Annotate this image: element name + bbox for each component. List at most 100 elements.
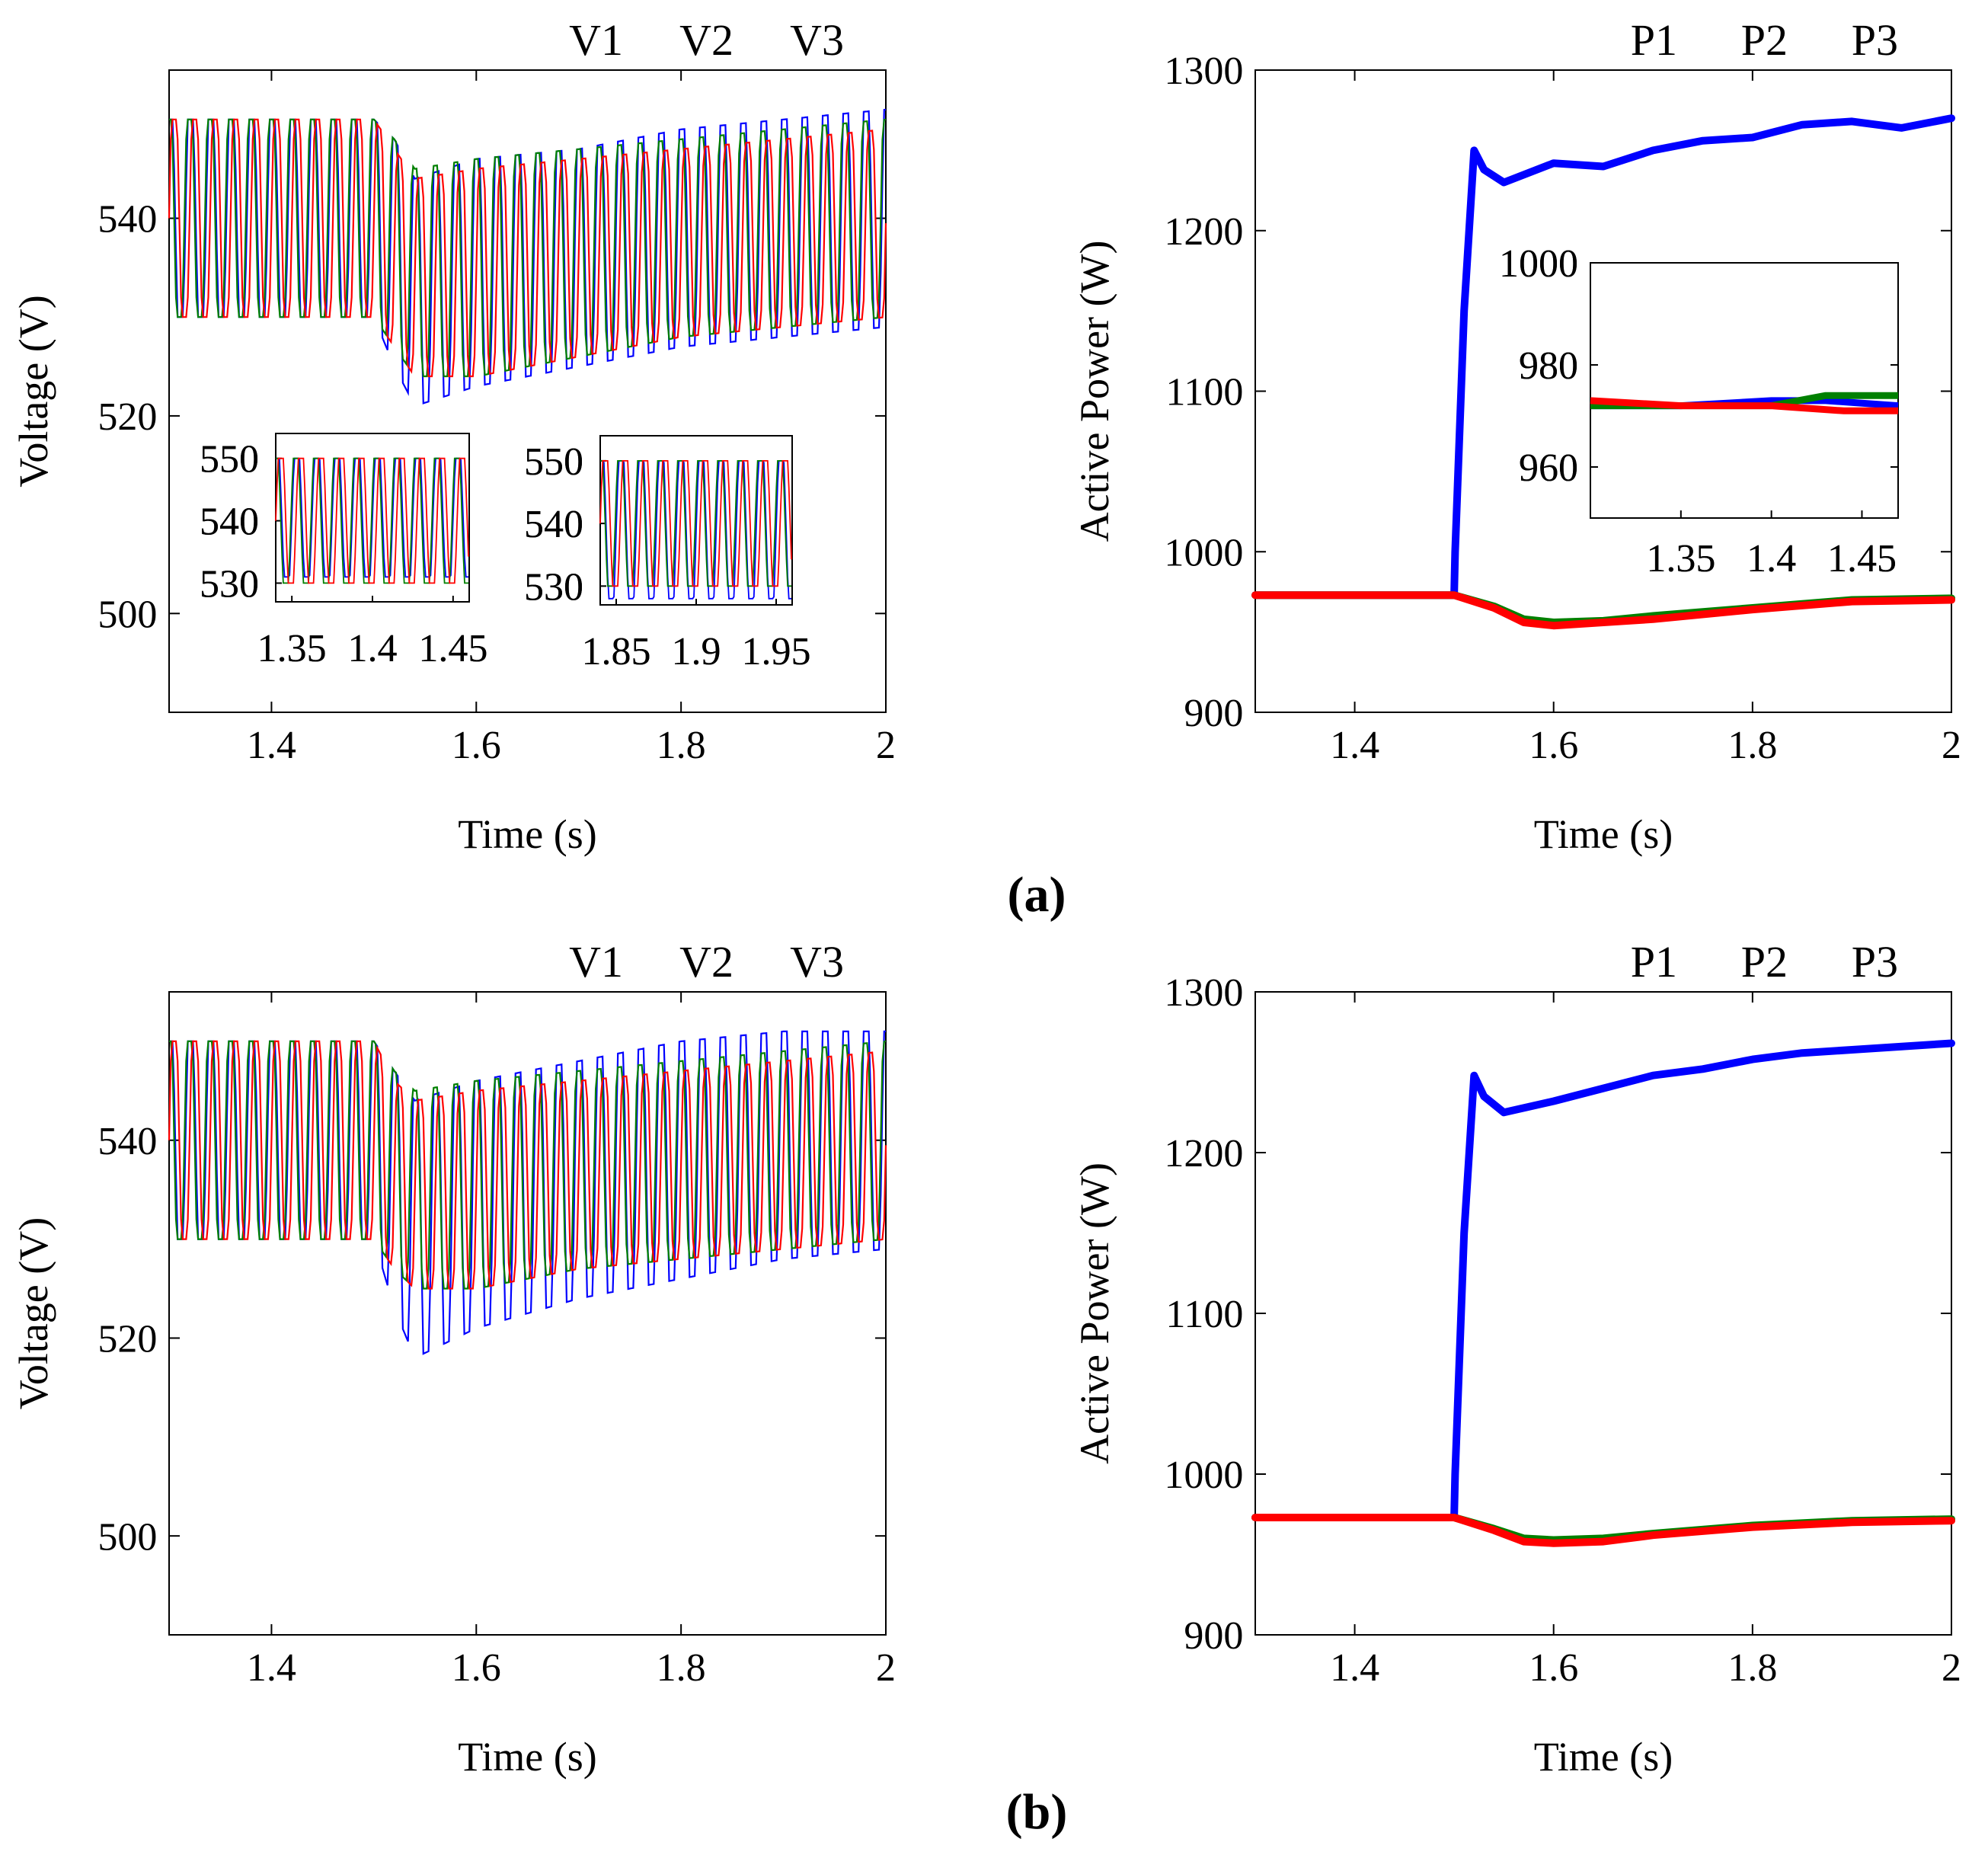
x-axis-label: Time (s) — [1534, 811, 1673, 857]
y-tick-label: 500 — [97, 593, 157, 637]
inset-y-tick-label: 540 — [200, 501, 259, 544]
x-tick-label: 1.6 — [1529, 1646, 1578, 1690]
inset-y-tick-label: 550 — [524, 440, 583, 484]
inset-x-tick-label: 1.4 — [1747, 537, 1796, 580]
legend-p3: P3 — [1852, 15, 1898, 65]
x-tick-label: 2 — [876, 1646, 896, 1690]
x-tick-label: 1.4 — [1330, 724, 1379, 767]
legend-v1: V1 — [569, 937, 623, 987]
inset-y-tick-label: 1000 — [1499, 242, 1578, 286]
series-v2-line — [169, 118, 887, 378]
inset-x-tick-label: 1.85 — [582, 630, 651, 673]
inset-1: 1.35 1.4 1.45 530 540 550 — [200, 433, 487, 670]
x-axis-label: Time (s) — [458, 1734, 597, 1780]
inset-series-v3-line — [599, 460, 792, 587]
legend-v2: V2 — [679, 15, 734, 65]
x-axis-label: Time (s) — [458, 811, 597, 857]
inset-x-tick-label: 1.35 — [1646, 537, 1715, 580]
inset-y-tick-label: 980 — [1519, 344, 1578, 388]
panel-label-a: (a) — [1008, 867, 1066, 923]
x-tick-label: 2 — [876, 724, 896, 767]
series-v2-line — [169, 1040, 887, 1290]
chart-b-power: 1.4 1.6 1.8 2 900 1000 1100 1200 1300 1.35 1.4 1.45… — [1072, 242, 1961, 1780]
x-tick-label: 2 — [1942, 724, 1961, 767]
inset-x-tick-label: 1.95 — [742, 630, 811, 673]
x-tick-label: 1.6 — [1529, 724, 1578, 767]
y-axis-label: Voltage (V) — [11, 1217, 56, 1409]
inset-y-tick-label: 540 — [524, 503, 583, 546]
y-tick-label: 1300 — [1164, 50, 1243, 93]
inset-x-tick-label: 1.4 — [348, 627, 398, 670]
inset-y-tick-label: 960 — [1519, 446, 1578, 490]
inset-x-tick-label: 1.9 — [672, 630, 721, 673]
legend-p1: P1 — [1631, 937, 1677, 987]
inset-x-tick-label: 1.35 — [1646, 537, 1715, 580]
inset-y-tick-label: 550 — [200, 438, 259, 481]
legend-p2: P2 — [1741, 15, 1788, 65]
y-tick-label: 1100 — [1165, 371, 1243, 414]
inset-y-tick-label: 550 — [524, 440, 583, 484]
inset-y-tick-label: 530 — [524, 565, 583, 609]
inset-y-tick-label: 540 — [524, 503, 583, 546]
series-p3-line — [1251, 591, 1955, 630]
inset-y-tick-label: 1000 — [1499, 242, 1578, 286]
legend-v2: V2 — [679, 937, 734, 987]
y-tick-label: 1200 — [1164, 210, 1243, 254]
y-tick-label: 520 — [97, 1318, 157, 1361]
inset-x-tick-label: 1.85 — [582, 630, 651, 673]
inset-x-tick-label: 1.4 — [1747, 537, 1796, 580]
x-tick-label: 1.8 — [1728, 1646, 1777, 1690]
inset-y-tick-label: 530 — [200, 562, 259, 606]
y-tick-label: 520 — [97, 395, 157, 439]
axes-frame — [1254, 991, 1952, 1636]
y-tick-label: 500 — [97, 1515, 157, 1559]
inset-x-tick-label: 1.45 — [418, 627, 487, 670]
y-tick-label: 1000 — [1164, 531, 1243, 574]
x-tick-label: 2 — [1942, 1646, 1961, 1690]
y-tick-label: 1200 — [1164, 1132, 1243, 1175]
x-axis-label: Time (s) — [1534, 1734, 1673, 1780]
inset-x-tick-label: 1.9 — [672, 630, 721, 673]
inset-x-tick-label: 1.45 — [418, 627, 487, 670]
y-tick-label: 900 — [1184, 692, 1243, 735]
inset-series-v3-line — [275, 457, 469, 584]
x-tick-label: 1.6 — [452, 1646, 501, 1690]
inset-y-tick-label: 960 — [1519, 446, 1578, 490]
x-tick-label: 1.4 — [247, 724, 296, 767]
legend-v1: V1 — [569, 15, 623, 65]
inset-x-tick-label: 1.4 — [348, 627, 398, 670]
x-tick-label: 1.4 — [1330, 1646, 1379, 1690]
legend-v3: V3 — [790, 15, 844, 65]
x-tick-label: 1.8 — [657, 724, 706, 767]
inset-y-tick-label: 530 — [524, 565, 583, 609]
y-axis-label: Voltage (V) — [11, 295, 56, 487]
inset-y-tick-label: 980 — [1519, 344, 1578, 388]
y-axis-label: Active Power (W) — [1072, 241, 1117, 542]
inset-x-tick-label: 1.45 — [1827, 537, 1897, 580]
inset-frame — [1590, 262, 1899, 519]
inset-x-tick-label: 1.95 — [742, 630, 811, 673]
inset-x-tick-label: 1.35 — [257, 627, 327, 670]
y-tick-label: 1100 — [1165, 1293, 1243, 1336]
x-tick-label: 1.8 — [657, 1646, 706, 1690]
inset-x-tick-label: 1.45 — [1827, 537, 1897, 580]
inset-y-tick-label: 550 — [200, 438, 259, 481]
inset-x-tick-label: 1.35 — [257, 627, 327, 670]
x-tick-label: 1.4 — [247, 1646, 296, 1690]
series-v3-line — [168, 1040, 887, 1290]
series-v1-line — [169, 1030, 886, 1355]
series-p3-line — [1251, 1514, 1955, 1547]
legend-v3: V3 — [790, 937, 844, 987]
x-tick-label: 1.8 — [1728, 724, 1777, 767]
inset-series-p3-line — [1590, 397, 1898, 414]
series-v1-line — [169, 108, 887, 405]
legend-p3: P3 — [1852, 937, 1898, 987]
y-tick-label: 1300 — [1164, 971, 1243, 1015]
y-tick-label: 1000 — [1164, 1454, 1243, 1497]
legend-p2: P2 — [1741, 937, 1788, 987]
x-tick-label: 1.6 — [452, 724, 501, 767]
inset: 1.35 1.4 1.45 960 980 1000 — [1499, 242, 1899, 580]
y-tick-label: 540 — [97, 1120, 157, 1163]
y-axis-label: Active Power (W) — [1072, 1163, 1117, 1464]
